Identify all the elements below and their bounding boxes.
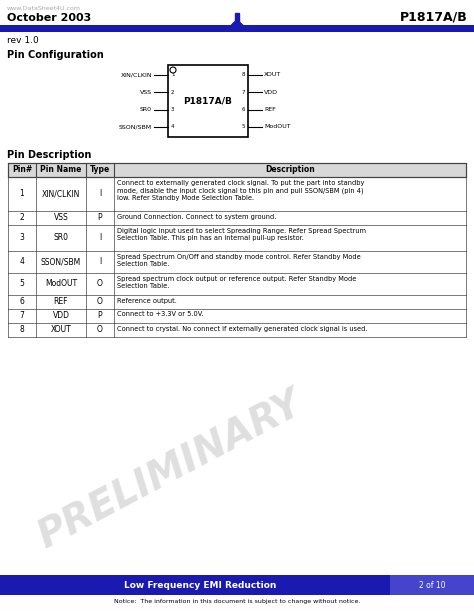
Text: XOUT: XOUT	[51, 326, 72, 335]
Text: Connect to +3.3V or 5.0V.: Connect to +3.3V or 5.0V.	[117, 311, 203, 318]
Text: 6: 6	[241, 107, 245, 112]
Text: P: P	[98, 311, 102, 321]
Text: 7: 7	[19, 311, 25, 321]
Text: rev 1.0: rev 1.0	[7, 36, 39, 45]
Text: 4: 4	[19, 257, 25, 267]
Text: XIN/CLKIN: XIN/CLKIN	[42, 189, 80, 199]
Text: SSON/SBM: SSON/SBM	[119, 124, 152, 129]
Text: 8: 8	[19, 326, 24, 335]
Text: O: O	[97, 326, 103, 335]
Polygon shape	[236, 21, 247, 31]
Text: VDD: VDD	[264, 90, 278, 95]
Text: Spread Spectrum On/Off and standby mode control. Refer Standby Mode
Selection Ta: Spread Spectrum On/Off and standby mode …	[117, 254, 361, 267]
Text: XIN/CLKIN: XIN/CLKIN	[120, 72, 152, 77]
Circle shape	[170, 67, 176, 73]
Text: 2: 2	[171, 90, 174, 95]
Text: REF: REF	[54, 297, 68, 306]
Text: P: P	[98, 213, 102, 223]
Text: I: I	[99, 257, 101, 267]
Text: October 2003: October 2003	[7, 13, 91, 23]
Text: Ground Connection. Connect to system ground.: Ground Connection. Connect to system gro…	[117, 213, 276, 219]
Bar	[168, 65, 248, 137]
Text: Pin Name: Pin Name	[40, 166, 82, 175]
Text: VDD: VDD	[53, 311, 70, 321]
Text: Notice:  The information in this document is subject to change without notice.: Notice: The information in this document…	[114, 600, 360, 604]
Text: 8: 8	[241, 72, 245, 77]
Text: Connect to crystal. No connect if externally generated clock signal is used.: Connect to crystal. No connect if extern…	[117, 326, 367, 332]
Text: I: I	[99, 234, 101, 243]
Text: VSS: VSS	[54, 213, 68, 223]
Text: Digital logic input used to select Spreading Range. Refer Spread Spectrum
Select: Digital logic input used to select Sprea…	[117, 227, 366, 241]
Text: 2: 2	[19, 213, 24, 223]
Text: Pin#: Pin#	[12, 166, 32, 175]
Text: SR0: SR0	[54, 234, 69, 243]
Text: Reference output.: Reference output.	[117, 297, 177, 303]
Text: Pin Description: Pin Description	[7, 150, 91, 160]
Text: O: O	[97, 297, 103, 306]
Text: VSS: VSS	[140, 90, 152, 95]
Text: PRELIMINARY: PRELIMINARY	[31, 384, 309, 556]
Text: Pin Configuration: Pin Configuration	[7, 50, 104, 60]
Text: SSON/SBM: SSON/SBM	[41, 257, 81, 267]
Text: 3: 3	[171, 107, 174, 112]
Text: 7: 7	[241, 90, 245, 95]
Bar	[8, 163, 466, 177]
Text: www.DataSheet4U.com: www.DataSheet4U.com	[7, 6, 81, 11]
Text: SR0: SR0	[140, 107, 152, 112]
Text: I: I	[99, 189, 101, 199]
Text: 4: 4	[171, 124, 174, 129]
Text: 1: 1	[19, 189, 24, 199]
Polygon shape	[227, 21, 238, 31]
Text: XOUT: XOUT	[264, 72, 281, 77]
Text: REF: REF	[264, 107, 276, 112]
Text: ModOUT: ModOUT	[45, 280, 77, 289]
Bar	[0, 25, 474, 32]
Text: 5: 5	[241, 124, 245, 129]
Text: O: O	[97, 280, 103, 289]
Text: ModOUT: ModOUT	[264, 124, 291, 129]
Text: 5: 5	[19, 280, 25, 289]
Text: 1: 1	[171, 72, 174, 77]
Polygon shape	[235, 13, 239, 22]
Text: Connect to externally generated clock signal. To put the part into standby
mode,: Connect to externally generated clock si…	[117, 180, 365, 201]
Text: 2 of 10: 2 of 10	[419, 581, 445, 590]
Text: Type: Type	[90, 166, 110, 175]
Text: P1817A/B: P1817A/B	[400, 10, 468, 23]
Text: 3: 3	[19, 234, 25, 243]
Bar	[390, 575, 474, 595]
Bar	[0, 575, 474, 595]
Text: Spread spectrum clock output or reference output. Refer Standby Mode
Selection T: Spread spectrum clock output or referenc…	[117, 275, 356, 289]
Text: P1817A/B: P1817A/B	[183, 96, 232, 105]
Text: Low Frequency EMI Reduction: Low Frequency EMI Reduction	[124, 581, 276, 590]
Text: Description: Description	[265, 166, 315, 175]
Text: 6: 6	[19, 297, 25, 306]
